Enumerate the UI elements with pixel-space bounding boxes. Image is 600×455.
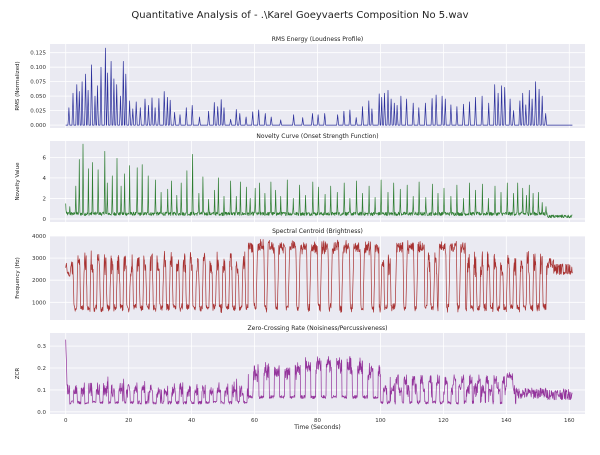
figure-suptitle: Quantitative Analysis of - .\Karel Goeyv… [131, 10, 469, 21]
y-axis-label: Frequency (Hz) [15, 257, 21, 298]
panel-title: RMS Energy (Loudness Profile) [272, 36, 364, 43]
y-axis-label: Novelty Value [15, 162, 21, 201]
series-line [65, 47, 573, 126]
y-tick-label: 4000 [32, 234, 46, 240]
chart-panel-1: 0 2 4 6 Novelty Curve (Onset Strength Functi… [15, 133, 585, 223]
y-tick-label: 0.100 [30, 65, 46, 71]
panel-title: Novelty Curve (Onset Strength Function) [256, 133, 378, 140]
y-tick-label: 0.3 [37, 344, 46, 350]
y-tick-label: 2000 [32, 278, 46, 284]
y-tick-label: 0.2 [37, 366, 46, 372]
y-axis-label: RMS (Normalized) [15, 61, 21, 110]
x-tick-label: 160 [564, 418, 575, 424]
y-tick-label: 0.050 [30, 94, 46, 100]
x-tick-label: 40 [188, 418, 195, 424]
y-tick-label: 0 [43, 217, 47, 223]
y-tick-label: 6 [43, 155, 47, 161]
x-axis-label: Time (Seconds) [293, 424, 340, 431]
y-tick-label: 0.025 [30, 109, 46, 115]
y-tick-label: 0.075 [30, 80, 46, 86]
chart-panel-2: 1000 2000 3000 4000 Spectral Centroid (Brigh… [15, 228, 585, 320]
x-tick-label: 80 [314, 418, 321, 424]
chart-panel-3: 0.0 0.1 0.2 0.3 Zero-Crossing Rate (Noisines… [15, 325, 585, 416]
chart-panel-0: 0.000 0.025 0.050 0.075 0.100 0.125 RMS Energy… [15, 36, 585, 129]
y-tick-label: 3000 [32, 256, 46, 262]
series-line [65, 239, 573, 314]
x-tick-label: 20 [125, 418, 132, 424]
y-tick-label: 0.000 [30, 123, 46, 129]
series-line [65, 143, 573, 219]
y-tick-label: 0.125 [30, 51, 46, 57]
y-tick-label: 2 [43, 196, 47, 202]
y-tick-label: 4 [43, 176, 47, 182]
y-tick-label: 0.1 [37, 388, 46, 394]
y-tick-label: 0.0 [37, 410, 46, 416]
panel-title: Spectral Centroid (Brightness) [272, 228, 363, 235]
series-line [65, 339, 573, 405]
x-tick-label: 100 [375, 418, 386, 424]
x-tick-label: 0 [64, 418, 68, 424]
y-axis-label: ZCR [15, 368, 21, 380]
y-tick-label: 1000 [32, 300, 46, 306]
x-tick-label: 140 [501, 418, 512, 424]
x-tick-label: 120 [438, 418, 449, 424]
panel-title: Zero-Crossing Rate (Noisiness/Percussive… [248, 325, 388, 332]
x-tick-label: 60 [251, 418, 258, 424]
